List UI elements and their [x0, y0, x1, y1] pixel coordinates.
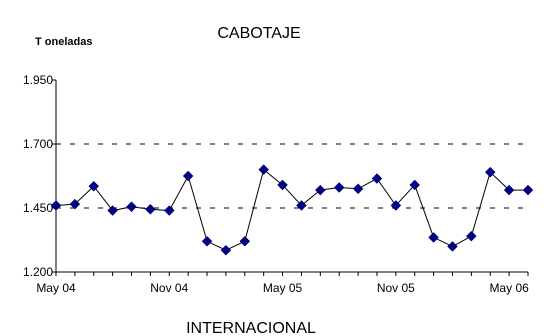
data-point-4: [126, 201, 137, 213]
axes: [55, 80, 528, 273]
gridlines: [56, 143, 528, 209]
data-point-6: [163, 205, 175, 216]
data-points: [50, 164, 534, 256]
data-point-8: [201, 235, 213, 247]
data-point-24: [503, 184, 515, 196]
data-point-13: [296, 200, 307, 211]
data-point-1: [69, 198, 81, 210]
next-chart-title: INTERNACIONAL: [186, 320, 316, 336]
x-tick-label-0: May 04: [36, 281, 76, 295]
data-point-25: [522, 184, 534, 196]
x-tick-label-4: May 06: [489, 281, 529, 295]
y-tick-label-2: 1.700: [23, 137, 53, 151]
data-point-10: [239, 235, 251, 247]
data-point-0: [50, 200, 62, 211]
x-tick-label-3: Nov 05: [377, 281, 415, 295]
data-point-7: [182, 170, 194, 182]
data-point-19: [409, 179, 421, 191]
y-axis-label: T oneladas: [35, 36, 92, 48]
data-point-22: [466, 230, 477, 242]
data-point-20: [428, 232, 439, 243]
y-tick-label-0: 1.200: [23, 265, 53, 279]
chart-title: CABOTAJE: [217, 25, 300, 42]
x-axis-ticks: May 04 Nov 04 May 05 Nov 05 May 06: [36, 272, 529, 295]
data-point-16: [352, 183, 364, 195]
data-point-5: [145, 203, 156, 215]
y-tick-label-1: 1.450: [23, 201, 53, 215]
y-axis-ticks: 1.200 1.450 1.700 1.950: [23, 73, 56, 279]
data-point-3: [107, 205, 118, 216]
y-tick-label-3: 1.950: [23, 73, 53, 87]
data-point-9: [220, 244, 232, 256]
data-point-21: [447, 241, 458, 252]
data-point-15: [333, 182, 345, 193]
data-point-2: [88, 180, 100, 192]
data-point-18: [390, 200, 402, 211]
data-point-23: [484, 166, 496, 178]
x-tick-label-1: Nov 04: [150, 281, 188, 295]
x-tick-label-2: May 05: [263, 281, 303, 295]
series-line: [55, 168, 528, 251]
data-point-11: [258, 164, 270, 175]
data-point-12: [277, 179, 288, 191]
data-point-14: [314, 184, 326, 196]
data-point-17: [371, 173, 383, 184]
